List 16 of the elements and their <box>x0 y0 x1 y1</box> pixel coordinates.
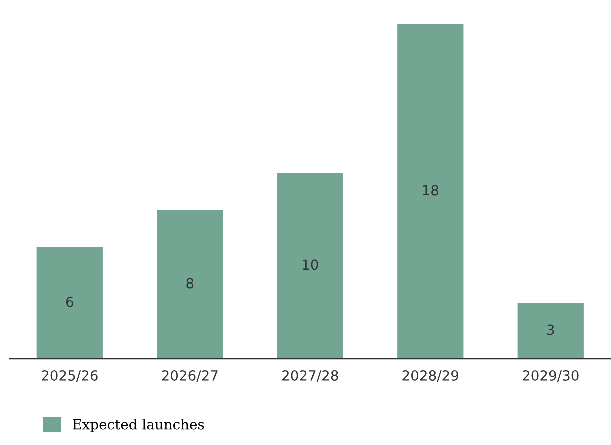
data-label: 3 <box>548 324 554 336</box>
bar <box>518 303 584 360</box>
legend-label: Expected launches <box>72 419 204 432</box>
data-label: 6 <box>66 296 74 308</box>
x-tick-label: 2028/29 <box>402 370 459 382</box>
data-label: 10 <box>303 260 318 270</box>
bar <box>277 173 344 360</box>
bar <box>157 210 224 360</box>
data-label: 18 <box>423 185 439 196</box>
x-tick-label: 2029/30 <box>523 370 579 382</box>
x-tick-label: 2027/28 <box>282 370 338 382</box>
bar <box>36 248 103 360</box>
x-tick-label: 2026/27 <box>162 370 218 382</box>
bar <box>398 24 464 360</box>
x-tick-label: 2025/26 <box>42 370 98 382</box>
data-label: 8 <box>186 278 194 289</box>
